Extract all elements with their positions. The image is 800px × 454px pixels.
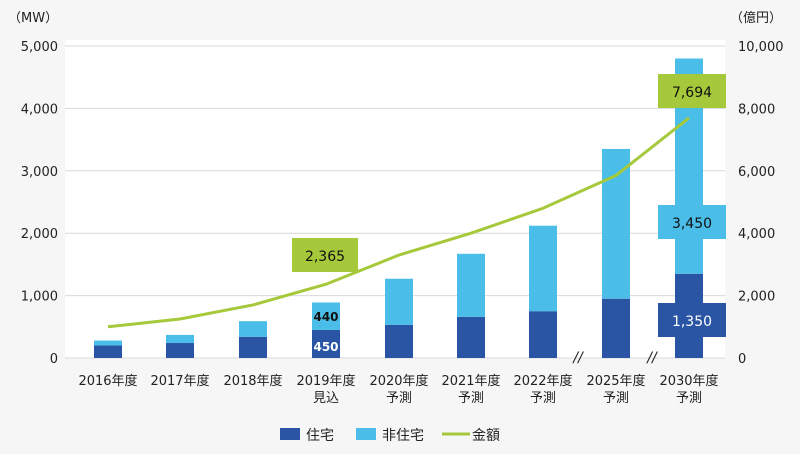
callout-box	[292, 238, 358, 272]
x-tick-label: 予測	[386, 391, 412, 406]
bar-residential	[602, 298, 630, 358]
x-tick-label: 見込	[313, 391, 339, 406]
legend-label: 住宅	[306, 428, 334, 444]
bar-residential	[529, 311, 557, 358]
y2-tick-label: 0	[738, 352, 746, 367]
y2-tick-label: 8,000	[738, 102, 775, 117]
legend-swatch	[356, 428, 376, 440]
bar-residential	[457, 316, 485, 358]
y2-axis-unit: （億円）	[730, 10, 782, 26]
y2-tick-label: 2,000	[738, 290, 775, 305]
data-label: 1,350	[672, 314, 712, 330]
axis-break-mark: //	[571, 350, 584, 366]
bar-non-residential	[602, 148, 630, 299]
x-tick-label: 2030年度	[659, 373, 718, 389]
y-tick-label: 1,000	[21, 290, 58, 305]
bar-non-residential	[239, 321, 267, 337]
callout-box	[658, 303, 726, 337]
y2-tick-label: 6,000	[738, 165, 775, 180]
y-tick-label: 0	[50, 352, 58, 367]
x-tick-label: 予測	[530, 391, 556, 406]
bar-residential	[239, 336, 267, 358]
data-label: 3,450	[672, 216, 712, 232]
x-tick-label: 2022年度	[513, 373, 572, 389]
bar-residential	[166, 343, 194, 358]
y-tick-label: 2,000	[21, 227, 58, 242]
x-tick-label: 2025年度	[586, 373, 645, 389]
x-tick-label: 2021年度	[441, 373, 500, 389]
x-tick-label: 予測	[676, 391, 702, 406]
y2-tick-label: 4,000	[738, 227, 775, 242]
y-axis-unit: （MW）	[8, 11, 58, 26]
y-tick-label: 5,000	[21, 40, 58, 55]
bar-non-residential	[385, 278, 413, 325]
bar-non-residential	[529, 225, 557, 312]
bar-non-residential	[312, 302, 340, 330]
bar-residential	[385, 324, 413, 358]
bar-non-residential	[457, 253, 485, 317]
y-tick-label: 4,000	[21, 102, 58, 117]
x-tick-label: 2018年度	[223, 373, 282, 389]
bar-residential	[312, 329, 340, 358]
data-label: 440	[313, 310, 338, 324]
x-tick-label: 2016年度	[78, 373, 137, 389]
line-amount	[107, 116, 690, 329]
data-label: 450	[313, 340, 338, 354]
x-tick-label: 2020年度	[369, 373, 428, 389]
callout-box	[658, 205, 726, 239]
data-label: 7,694	[672, 85, 712, 101]
bar-non-residential	[166, 334, 194, 344]
x-tick-label: 2017年度	[150, 373, 209, 389]
y2-tick-label: 10,000	[738, 40, 784, 55]
x-tick-label: 予測	[603, 391, 629, 406]
callout-box	[658, 74, 726, 108]
data-label: 2,365	[305, 249, 345, 265]
bar-non-residential	[94, 340, 122, 346]
bar-residential	[94, 345, 122, 358]
legend-label: 非住宅	[382, 428, 424, 444]
y-tick-label: 3,000	[21, 165, 58, 180]
axis-break-mark: //	[645, 350, 658, 366]
x-tick-label: 2019年度	[296, 373, 355, 389]
legend-swatch	[280, 428, 300, 440]
legend-label: 金額	[472, 428, 500, 444]
x-tick-label: 予測	[458, 391, 484, 406]
